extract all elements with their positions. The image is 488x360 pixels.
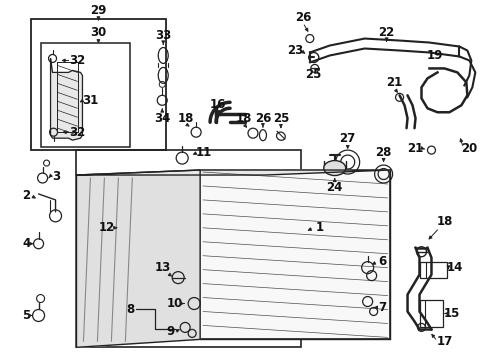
Text: 7: 7 <box>378 301 386 314</box>
Bar <box>419 300 443 328</box>
Text: 22: 22 <box>378 26 394 39</box>
Text: 32: 32 <box>69 126 85 139</box>
Text: 23: 23 <box>286 44 303 57</box>
Text: 19: 19 <box>426 49 442 62</box>
Text: 3: 3 <box>52 170 61 183</box>
Text: 25: 25 <box>272 112 288 125</box>
Polygon shape <box>76 170 200 347</box>
Text: 17: 17 <box>435 335 451 348</box>
Text: 18: 18 <box>178 112 194 125</box>
Text: 25: 25 <box>305 68 321 81</box>
Text: 31: 31 <box>82 94 99 107</box>
Ellipse shape <box>323 161 345 176</box>
Text: 16: 16 <box>209 98 226 111</box>
Bar <box>31 19 166 150</box>
Text: 13: 13 <box>155 261 171 274</box>
Text: 34: 34 <box>154 112 170 125</box>
Text: 12: 12 <box>98 221 114 234</box>
Text: 5: 5 <box>22 309 31 322</box>
Text: 15: 15 <box>442 307 459 320</box>
Polygon shape <box>50 58 82 140</box>
Text: 28: 28 <box>375 145 391 159</box>
Text: 10: 10 <box>167 297 183 310</box>
Bar <box>76 150 300 347</box>
Text: 21: 21 <box>407 141 423 155</box>
Text: 8: 8 <box>126 303 134 316</box>
Text: 30: 30 <box>90 26 106 39</box>
Text: 11: 11 <box>196 145 212 159</box>
Bar <box>200 170 389 339</box>
Text: 4: 4 <box>22 237 31 250</box>
Text: 20: 20 <box>460 141 476 155</box>
Bar <box>419 262 447 278</box>
Bar <box>41 42 130 147</box>
Text: 33: 33 <box>155 29 171 42</box>
Text: 26: 26 <box>294 11 310 24</box>
Text: 2: 2 <box>22 189 31 202</box>
Text: 14: 14 <box>446 261 462 274</box>
Text: 26: 26 <box>254 112 270 125</box>
Text: 29: 29 <box>90 4 106 17</box>
Text: 1: 1 <box>315 221 323 234</box>
Text: 6: 6 <box>378 255 386 268</box>
Polygon shape <box>76 170 389 175</box>
Text: 18: 18 <box>435 215 452 228</box>
Text: 21: 21 <box>386 76 402 89</box>
Text: 32: 32 <box>69 54 85 67</box>
Text: 24: 24 <box>326 181 342 194</box>
Text: 9: 9 <box>166 325 174 338</box>
Text: 27: 27 <box>339 132 355 145</box>
Text: 18: 18 <box>235 112 252 125</box>
